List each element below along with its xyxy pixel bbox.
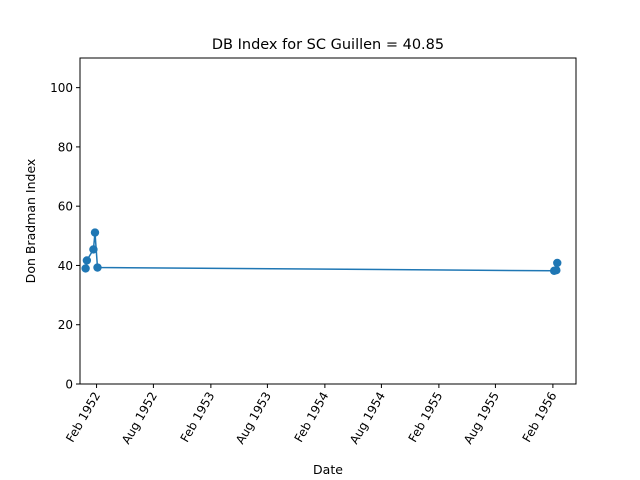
x-tick-label: Feb 1952 xyxy=(63,390,103,445)
x-tick-label: Aug 1952 xyxy=(119,390,160,447)
x-tick-label: Feb 1954 xyxy=(292,390,332,445)
data-point xyxy=(82,256,92,265)
x-tick-label: Feb 1955 xyxy=(406,390,446,445)
x-tick-label: Aug 1953 xyxy=(233,390,274,447)
plot-area xyxy=(79,57,577,385)
x-axis-label: Date xyxy=(313,462,343,477)
series-line xyxy=(84,232,559,272)
x-tick-label: Aug 1955 xyxy=(461,390,502,447)
y-tick-label: 60 xyxy=(58,200,73,214)
data-point xyxy=(93,263,102,272)
x-tick-label: Aug 1954 xyxy=(347,390,388,447)
x-axis: Feb 1952 Aug 1952 Feb 1953 Aug 1953 Feb 1954… xyxy=(63,384,559,447)
series-layer xyxy=(81,228,562,275)
y-tick-label: 0 xyxy=(65,378,73,392)
x-tick-label: Feb 1956 xyxy=(520,390,560,445)
data-point xyxy=(90,228,100,237)
plot-frame xyxy=(79,57,577,385)
y-tick-label: 100 xyxy=(50,81,73,95)
data-point xyxy=(553,258,562,268)
data-point xyxy=(81,264,90,273)
y-tick-label: 40 xyxy=(58,259,73,273)
x-tick-label: Feb 1953 xyxy=(178,390,218,445)
y-tick-label: 20 xyxy=(58,318,73,332)
y-tick-label: 80 xyxy=(58,140,73,154)
y-axis: 0 20 40 60 80 100 xyxy=(50,81,80,392)
data-point xyxy=(552,265,561,275)
chart-title: DB Index for SC Guillen = 40.85 xyxy=(212,37,444,53)
data-point xyxy=(89,245,98,254)
y-axis-label: Don Bradman Index xyxy=(23,159,38,284)
